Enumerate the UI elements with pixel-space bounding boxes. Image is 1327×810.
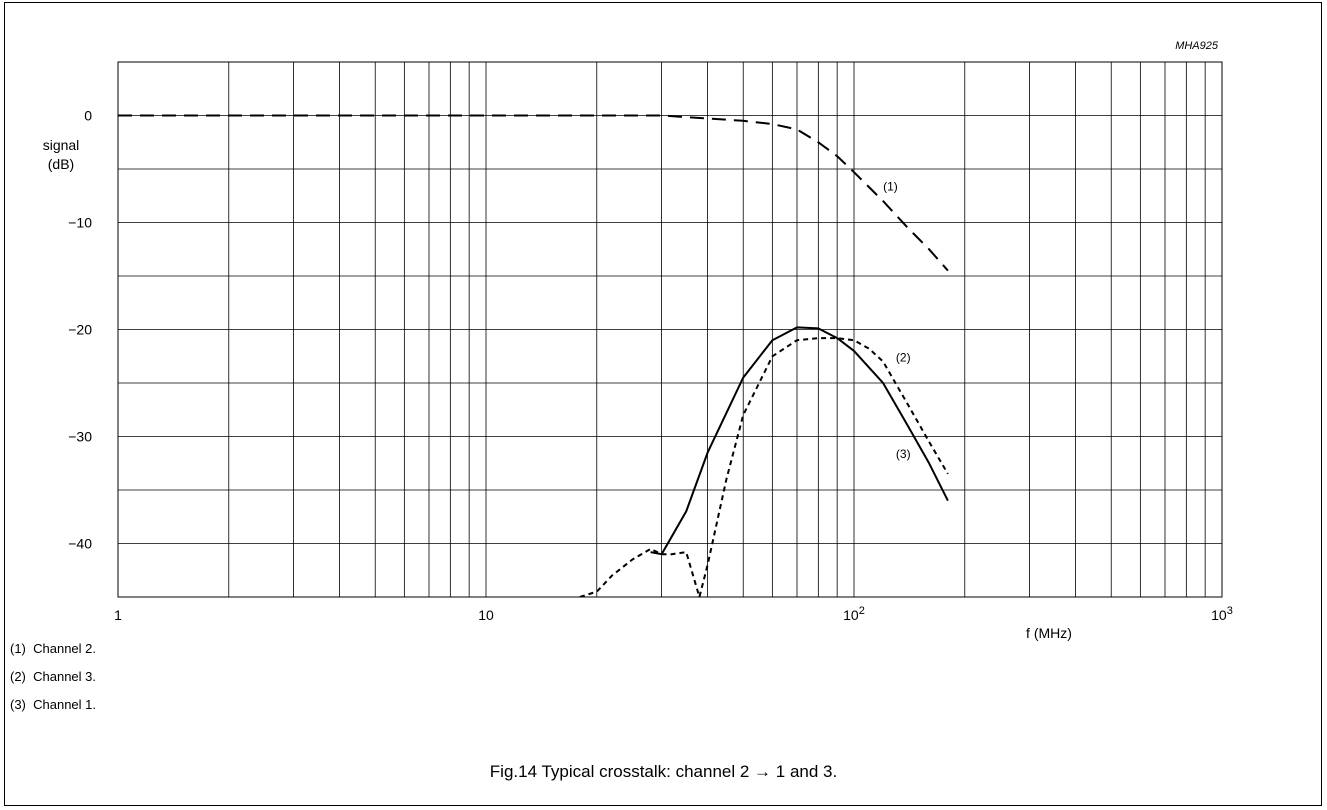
figure-caption: Fig.14 Typical crosstalk: channel 2 → 1 …	[489, 762, 838, 781]
y-tick-label: −40	[68, 536, 92, 552]
series-label-2: (2)	[896, 351, 911, 365]
x-tick-label: 103	[1211, 605, 1233, 623]
series-label-3: (3)	[896, 447, 911, 461]
figure-code: MHA925	[1175, 40, 1218, 52]
series-label-1: (1)	[883, 179, 898, 193]
note-channel-2: (1) Channel 2.	[10, 641, 96, 656]
series-line-1	[118, 114, 949, 272]
x-tick-label: 10	[478, 607, 494, 623]
y-tick-label: −10	[68, 215, 92, 231]
x-axis-label: f (MHz)	[1026, 625, 1072, 641]
y-tick-label: −20	[68, 322, 92, 338]
figure-frame	[4, 2, 1322, 806]
note-channel-3: (2) Channel 3.	[10, 669, 96, 684]
note-channel-1: (3) Channel 1.	[10, 697, 96, 712]
x-tick-label: 1	[114, 607, 122, 623]
y-tick-label: −30	[68, 429, 92, 445]
series-line-2	[579, 337, 949, 597]
y-axis-label-line1: signal	[43, 137, 80, 153]
plot-area-border	[117, 61, 1223, 598]
grid-lines	[118, 62, 1222, 597]
x-tick-label: 102	[843, 605, 865, 623]
y-tick-label: 0	[84, 108, 92, 124]
series-line-3	[650, 326, 949, 556]
y-axis-label-line2: (dB)	[48, 156, 74, 172]
